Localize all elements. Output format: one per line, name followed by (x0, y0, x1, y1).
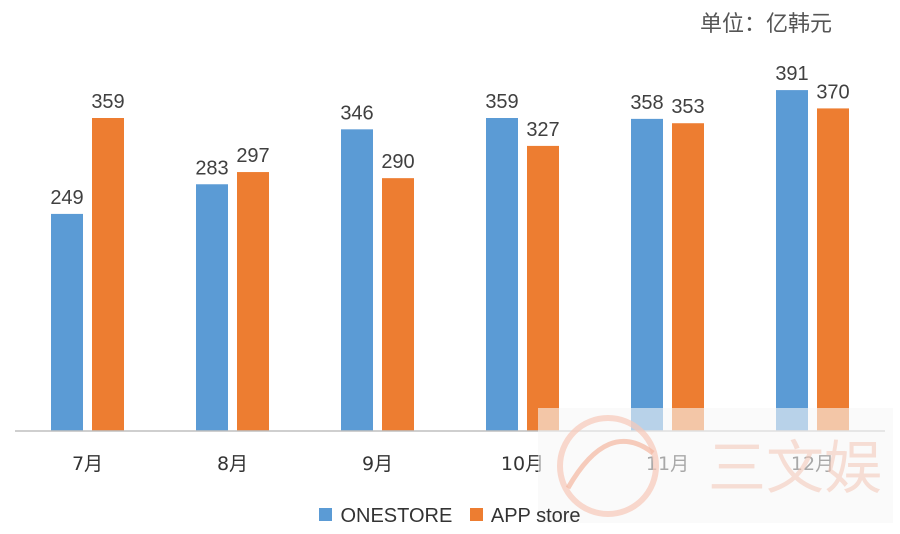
legend-label-onestore: ONESTORE (340, 505, 453, 528)
value-label-onestore-1: 283 (195, 157, 228, 179)
value-label-appstore-2: 290 (381, 151, 414, 173)
category-label-0: 7月 (72, 453, 103, 475)
bar-onestore-1 (196, 184, 228, 431)
watermark-text: 三文娱 (708, 434, 882, 502)
legend-item-onestore: ONESTORE (319, 505, 452, 528)
value-label-appstore-3: 327 (526, 119, 559, 141)
value-label-appstore-0: 359 (91, 91, 124, 113)
value-labels-group: 249 359 283 297 346 290 359 327 358 353 391 370 (50, 63, 849, 209)
legend: ONESTORE APP store (0, 505, 900, 528)
bar-onestore-2 (341, 129, 373, 431)
bar-onestore-4 (631, 118, 663, 432)
bar-appstore-5 (817, 108, 849, 431)
legend-swatch-onestore (319, 508, 333, 522)
value-label-appstore-5: 370 (816, 81, 849, 103)
legend-item-appstore: APP store (469, 505, 581, 528)
watermark-logo-icon: 三文娱 (538, 408, 893, 523)
bar-appstore-0 (92, 118, 124, 431)
value-label-onestore-5: 391 (775, 63, 808, 85)
bar-onestore-3 (486, 118, 518, 431)
value-label-onestore-4: 358 (630, 92, 663, 114)
unit-label: 单位：亿韩元 (700, 12, 833, 37)
value-label-appstore-1: 297 (236, 145, 269, 167)
bar-chart: 249 359 283 297 346 290 359 327 358 353 391 370 7月 8… (15, 63, 885, 475)
bar-appstore-2 (382, 178, 414, 431)
value-label-onestore-3: 359 (485, 91, 518, 113)
legend-label-appstore: APP store (490, 505, 581, 528)
legend-swatch-appstore (469, 508, 483, 522)
bar-appstore-3 (527, 145, 559, 431)
bars-group (51, 90, 849, 432)
bar-onestore-0 (51, 213, 83, 431)
bar-appstore-4 (672, 123, 704, 431)
bar-appstore-1 (237, 172, 269, 431)
category-label-1: 8月 (217, 453, 248, 475)
value-label-onestore-0: 249 (50, 187, 83, 209)
category-label-3: 10月 (501, 453, 544, 475)
value-label-appstore-4: 353 (671, 96, 704, 118)
watermark: 三文娱 (538, 408, 893, 523)
value-label-onestore-2: 346 (340, 102, 373, 124)
category-label-2: 9月 (362, 453, 393, 475)
bar-onestore-5 (776, 90, 808, 431)
